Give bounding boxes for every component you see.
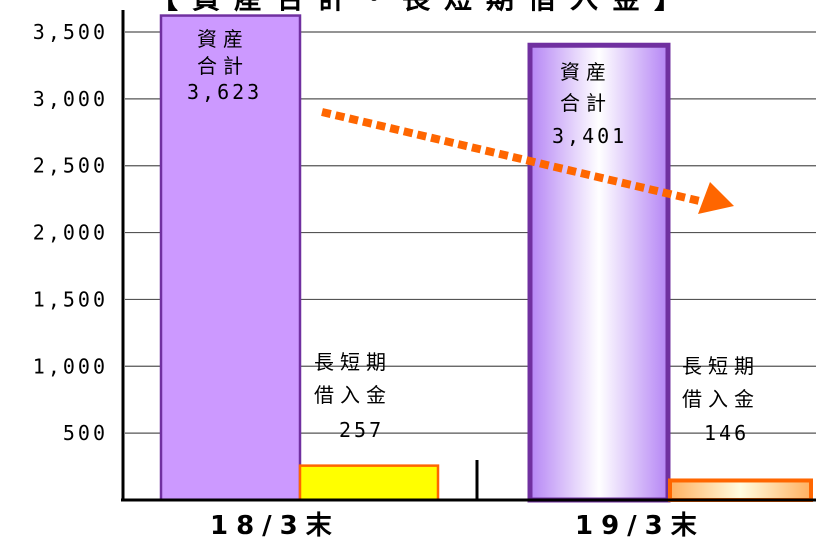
data-label-line: 借入金 [682,387,760,411]
data-label-value: 257 [339,418,384,442]
y-tick-label: 1,000 [33,354,108,378]
data-label-loan-19-3: 長短期 借入金 146 [682,354,760,445]
y-tick-label: 500 [63,421,108,445]
trend-arrow [321,108,709,207]
x-category-label: 19/3末 [575,511,705,539]
data-label-line: 長短期 [314,350,392,374]
data-label-value: 3,401 [552,124,627,148]
y-tick-label: 1,500 [33,287,108,311]
y-tick-label: 3,500 [33,20,108,44]
bar-loan-18-3 [298,464,440,502]
y-axis-tick-labels: 500 1,000 1,500 2,000 2,500 3,000 3,500 [33,20,108,445]
data-label-asset-18-3: 資産 合計 3,623 [187,27,262,104]
data-label-value: 3,623 [187,80,262,104]
trend-arrow-head [698,182,734,214]
data-label-line: 資産 [197,27,249,51]
data-label-line: 合計 [197,54,249,78]
data-label-loan-18-3: 長短期 借入金 257 [314,350,392,442]
y-tick-label: 3,000 [33,87,108,111]
data-label-line: 借入金 [314,383,392,407]
data-label-line: 合計 [560,91,612,115]
bar-loan-19-3 [668,478,813,503]
data-label-line: 長短期 [682,354,760,378]
data-label-value: 146 [704,421,749,445]
y-tick-label: 2,000 [33,221,108,245]
y-tick-label: 2,500 [33,154,108,178]
data-label-asset-19-3: 資産 合計 3,401 [552,60,627,148]
bar-asset-19-3 [527,42,671,503]
data-label-line: 資産 [560,60,612,84]
x-category-label: 18/3末 [210,511,340,539]
